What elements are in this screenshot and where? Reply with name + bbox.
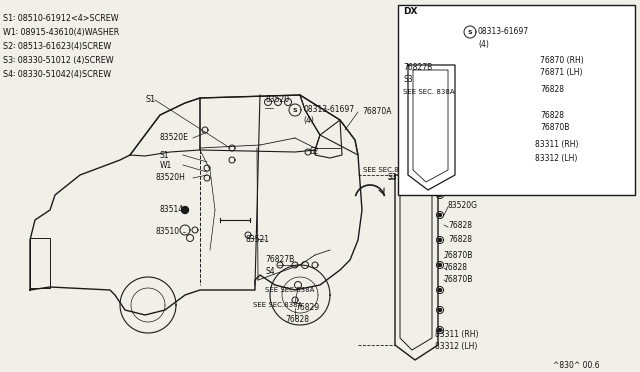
Text: 76828: 76828 [540, 86, 564, 94]
Polygon shape [438, 238, 442, 241]
Text: (4): (4) [478, 39, 489, 48]
Text: DX: DX [403, 7, 417, 16]
Text: ^830^ 00.6: ^830^ 00.6 [554, 360, 600, 369]
Text: 08313-61697: 08313-61697 [478, 28, 529, 36]
Polygon shape [456, 83, 458, 87]
Polygon shape [182, 206, 189, 214]
Text: 83311 (RH): 83311 (RH) [435, 330, 479, 340]
Text: 76870A: 76870A [362, 108, 392, 116]
Text: S3: S3 [403, 76, 413, 84]
Polygon shape [438, 308, 442, 311]
Text: 83312 (LH): 83312 (LH) [435, 343, 477, 352]
Text: S1: S1 [160, 151, 170, 160]
Text: 76828: 76828 [540, 110, 564, 119]
Text: 76829: 76829 [295, 302, 319, 311]
Text: S: S [468, 29, 472, 35]
Text: 83521: 83521 [245, 235, 269, 244]
Text: 76870 (RH): 76870 (RH) [540, 55, 584, 64]
Polygon shape [456, 113, 458, 116]
Text: SEE SEC.838A: SEE SEC.838A [253, 302, 302, 308]
Polygon shape [438, 263, 442, 266]
Text: SEE SEC. 838A: SEE SEC. 838A [403, 89, 454, 95]
Text: W1∶ 08915-43610(4)WASHER: W1∶ 08915-43610(4)WASHER [3, 28, 119, 37]
Bar [30, 238, 50, 288]
Text: 76827B: 76827B [265, 256, 294, 264]
Text: 76871 (LH): 76871 (LH) [540, 67, 582, 77]
Text: 76828: 76828 [443, 263, 467, 273]
Text: S: S [292, 108, 298, 112]
Text: 76828: 76828 [448, 235, 472, 244]
Polygon shape [438, 328, 442, 331]
Text: SEE SEC.838A: SEE SEC.838A [265, 287, 314, 293]
Text: 83520H: 83520H [155, 173, 185, 183]
Text: S3∶ 08330-51012 (4)SCREW: S3∶ 08330-51012 (4)SCREW [3, 56, 114, 65]
Text: 76828: 76828 [285, 315, 309, 324]
Text: S1∶ 08510-61912<4>SCREW: S1∶ 08510-61912<4>SCREW [3, 14, 118, 23]
Text: 83311 (RH): 83311 (RH) [535, 141, 579, 150]
Text: 83520G: 83520G [448, 201, 478, 209]
Text: 76824H: 76824H [448, 186, 478, 195]
Polygon shape [438, 214, 442, 217]
Text: S3: S3 [388, 173, 397, 183]
Text: 76870B: 76870B [540, 124, 570, 132]
Text: 83520: 83520 [265, 96, 289, 105]
Polygon shape [438, 289, 442, 292]
Text: 76870B: 76870B [443, 276, 472, 285]
Text: S2: S2 [310, 148, 319, 157]
Text: S1: S1 [145, 96, 155, 105]
Text: 83312 (LH): 83312 (LH) [535, 154, 577, 163]
Text: 76870B: 76870B [443, 250, 472, 260]
Text: S2∶ 08513-61623(4)SCREW: S2∶ 08513-61623(4)SCREW [3, 42, 111, 51]
Text: 08313-61697: 08313-61697 [303, 106, 354, 115]
Bar [398, 5, 635, 195]
Text: 83514: 83514 [160, 205, 184, 215]
Text: S4∶ 08330-51042(4)SCREW: S4∶ 08330-51042(4)SCREW [3, 70, 111, 79]
Text: 83510: 83510 [155, 228, 179, 237]
Polygon shape [456, 148, 458, 151]
Text: 76828: 76828 [448, 221, 472, 230]
Text: 83520E: 83520E [160, 134, 189, 142]
Text: S4: S4 [265, 267, 275, 276]
Text: (4): (4) [303, 115, 314, 125]
Text: 76827B: 76827B [403, 64, 432, 73]
Polygon shape [438, 193, 442, 196]
Text: SEE SEC.838A: SEE SEC.838A [363, 167, 412, 173]
Text: W1: W1 [160, 160, 172, 170]
